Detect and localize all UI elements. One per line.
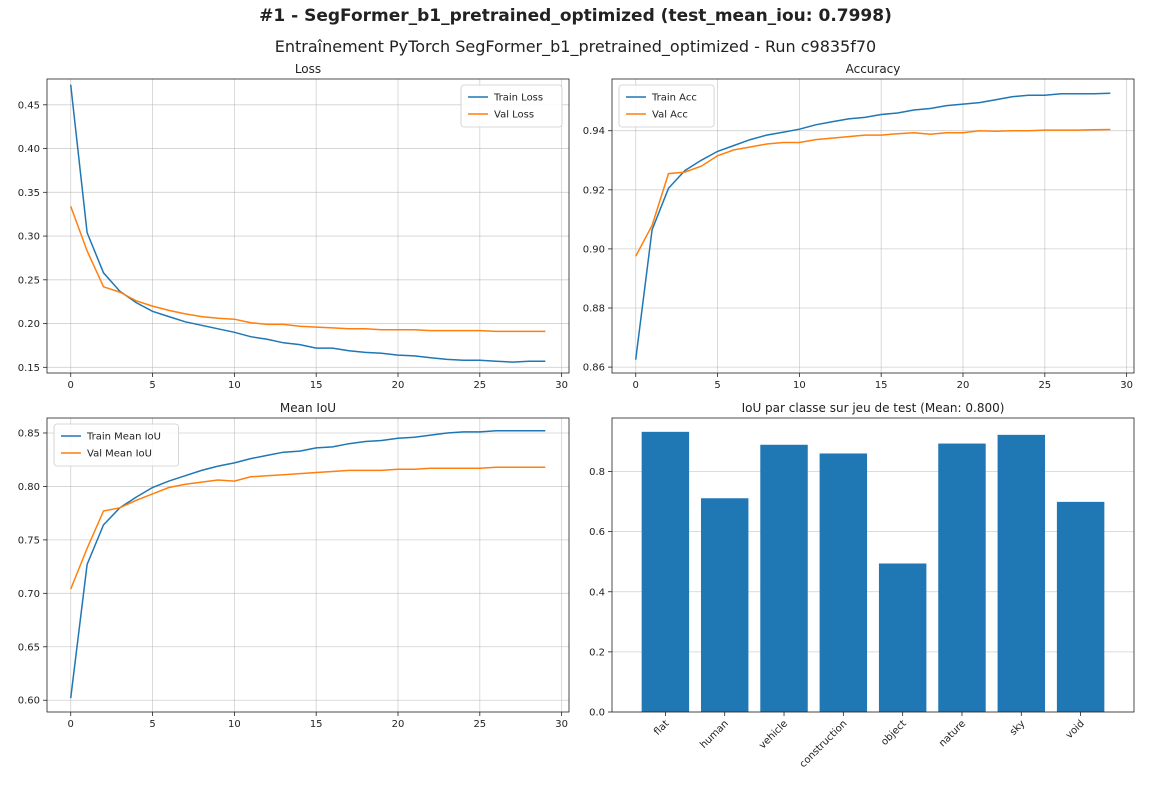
x-tick-label: 30 [1120, 380, 1133, 391]
y-tick-label: 0.65 [18, 642, 40, 653]
y-tick-label: 0.25 [18, 275, 40, 286]
y-tick-label: 0.88 [583, 303, 605, 314]
x-tick-label: 10 [793, 380, 806, 391]
y-tick-label: 0.30 [18, 232, 40, 243]
x-tick-label: 5 [149, 719, 155, 730]
x-tick-label: 10 [228, 719, 241, 730]
y-tick-label: 0.75 [18, 535, 40, 546]
bar-vehicle [760, 444, 808, 712]
y-tick-label: 0.2 [589, 647, 605, 658]
x-tick-label: 30 [555, 719, 568, 730]
x-tick-label: 25 [473, 719, 486, 730]
x-tick-label: flat [652, 718, 671, 737]
x-tick-label: 15 [310, 380, 323, 391]
loss-legend: Train Loss Val Loss [460, 84, 563, 128]
loss-chart-title: Loss [295, 62, 321, 76]
x-tick-label: 20 [392, 719, 405, 730]
accuracy-legend: Train Acc Val Acc [618, 84, 715, 128]
y-tick-label: 0.85 [18, 428, 40, 439]
y-tick-label: 0.15 [18, 363, 40, 374]
y-tick-label: 0.40 [18, 144, 40, 155]
val-mean-iou-line [70, 466, 546, 590]
y-tick-label: 0.90 [583, 244, 605, 255]
bar-construction [819, 453, 868, 712]
class-iou-chart-title: IoU par classe sur jeu de test (Mean: 0.… [742, 401, 1005, 415]
x-tick-label: 0 [633, 380, 639, 391]
x-tick-label: 15 [875, 380, 888, 391]
y-tick-label: 0.86 [583, 363, 605, 374]
figure-subtitle: Entraînement PyTorch SegFormer_b1_pretra… [274, 37, 877, 56]
mean-iou-chart: Mean IoU 0 5 10 15 20 25 30 0.60 0.65 0.70 0.75 0.8… [18, 401, 570, 730]
loss-chart: Loss 0 5 10 15 20 25 30 0.15 0.20 0.25 0.30 0.35 0.4… [18, 62, 570, 391]
y-tick-label: 0.20 [18, 319, 40, 330]
y-tick-label: 0.92 [583, 185, 605, 196]
train-acc-line [634, 92, 1111, 360]
bar-flat [641, 431, 690, 712]
axes-frame [46, 78, 570, 374]
axes-frame [611, 78, 1135, 374]
legend-label: Train Mean IoU [86, 432, 161, 443]
class-iou-bar-chart: IoU par classe sur jeu de test (Mean: 0.… [589, 401, 1135, 770]
x-tick-label: 25 [473, 380, 486, 391]
y-tick-label: 0.8 [589, 467, 605, 478]
bar-object [878, 563, 927, 712]
mean-iou-legend: Train Mean IoU Val Mean IoU [53, 423, 179, 467]
val-loss-line [69, 206, 546, 333]
bar-sky [997, 434, 1046, 712]
figure-title: #1 - SegFormer_b1_pretrained_optimized (… [259, 6, 892, 26]
bar-human [700, 498, 749, 712]
legend-label: Train Loss [493, 93, 543, 104]
legend-label: Train Acc [651, 93, 697, 104]
axes-frame [46, 417, 570, 713]
x-tick-label: construction [798, 718, 850, 770]
x-tick-label: 10 [228, 380, 241, 391]
x-tick-label: 0 [68, 380, 74, 391]
legend-box [460, 84, 563, 128]
x-tick-label: 20 [392, 380, 405, 391]
y-tick-label: 0.80 [18, 482, 40, 493]
x-tick-label: human [698, 718, 730, 750]
y-tick-label: 0.70 [18, 589, 40, 600]
x-tick-label: 30 [555, 380, 568, 391]
x-tick-label: 25 [1038, 380, 1051, 391]
y-tick-label: 0.60 [18, 696, 40, 707]
y-tick-label: 0.6 [589, 527, 605, 538]
y-tick-label: 0.4 [589, 587, 605, 598]
train-mean-iou-line [69, 430, 546, 699]
bar-void [1056, 501, 1105, 712]
y-tick-label: 0.0 [589, 708, 605, 719]
axes-frame [611, 417, 1135, 713]
legend-box [618, 84, 715, 128]
legend-box [53, 423, 179, 467]
x-tick-label: nature [937, 718, 968, 749]
val-acc-line [635, 128, 1111, 257]
legend-label: Val Mean IoU [87, 449, 152, 460]
x-tick-label: 0 [68, 719, 74, 730]
bar-nature [938, 443, 986, 712]
y-tick-label: 0.45 [18, 100, 40, 111]
x-tick-label: sky [1008, 718, 1028, 738]
legend-label: Val Acc [652, 110, 688, 121]
x-tick-label: object [879, 718, 909, 748]
x-tick-label: 5 [149, 380, 155, 391]
legend-label: Val Loss [494, 110, 534, 121]
x-tick-label: vehicle [757, 718, 790, 751]
x-tick-label: void [1064, 718, 1087, 741]
accuracy-chart-title: Accuracy [846, 62, 901, 76]
y-tick-label: 0.35 [18, 188, 40, 199]
train-loss-line [69, 84, 546, 363]
x-tick-label: 15 [310, 719, 323, 730]
mean-iou-chart-title: Mean IoU [280, 401, 336, 415]
x-tick-label: 20 [957, 380, 970, 391]
y-tick-label: 0.94 [583, 126, 605, 137]
x-tick-label: 5 [714, 380, 720, 391]
accuracy-chart: Accuracy 0 5 10 15 20 25 30 0.86 0.88 0.90 0.92 0.9… [583, 62, 1135, 391]
